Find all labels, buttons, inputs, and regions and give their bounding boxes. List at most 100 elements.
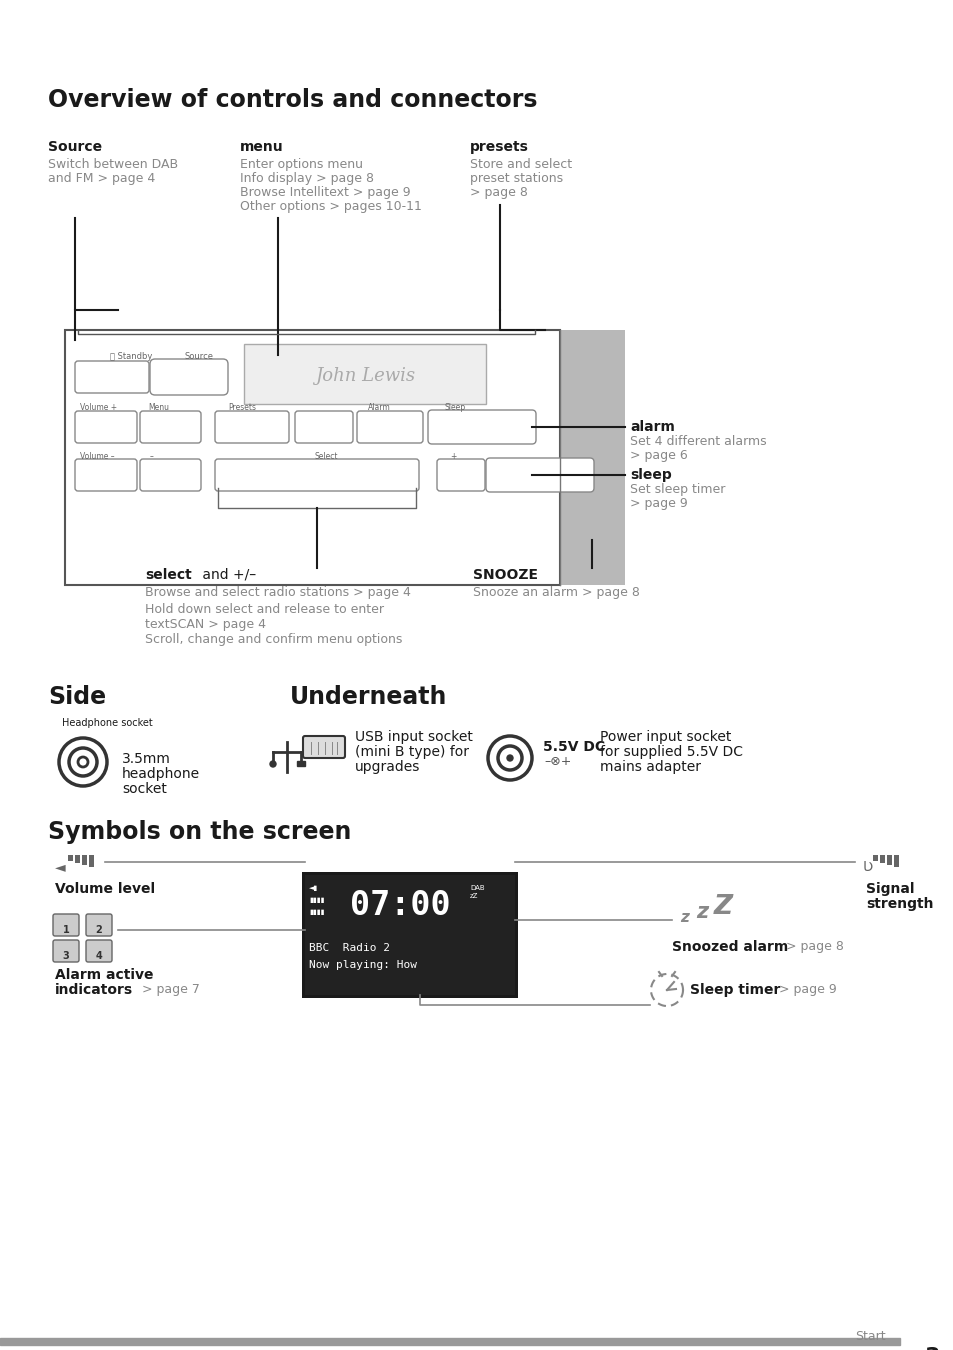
FancyBboxPatch shape — [86, 914, 112, 936]
Text: Overview of controls and connectors: Overview of controls and connectors — [48, 88, 537, 112]
Text: ▮▮▮▮: ▮▮▮▮ — [309, 909, 324, 915]
Text: Now playing: How: Now playing: How — [309, 960, 416, 971]
Text: Menu: Menu — [148, 404, 169, 412]
Text: z: z — [679, 910, 688, 925]
FancyBboxPatch shape — [214, 459, 418, 491]
Text: BBC  Radio 2: BBC Radio 2 — [309, 944, 390, 953]
Bar — [296, 761, 305, 765]
Text: Alarm: Alarm — [368, 404, 391, 412]
Text: Start: Start — [854, 1330, 884, 1343]
FancyBboxPatch shape — [485, 458, 594, 491]
Text: > page 9: > page 9 — [629, 497, 687, 510]
Circle shape — [78, 757, 88, 767]
Text: for supplied 5.5V DC: for supplied 5.5V DC — [599, 745, 742, 759]
Text: –: – — [150, 452, 153, 460]
Text: socket: socket — [122, 782, 167, 796]
Text: presets: presets — [470, 140, 528, 154]
Text: +: + — [450, 452, 456, 460]
Circle shape — [270, 761, 275, 767]
Text: Headphone socket: Headphone socket — [62, 718, 152, 728]
Bar — [893, 855, 898, 867]
Text: > page 8: > page 8 — [781, 940, 843, 953]
FancyBboxPatch shape — [53, 940, 79, 963]
Text: ▮▮▮▮: ▮▮▮▮ — [309, 896, 324, 903]
FancyBboxPatch shape — [303, 736, 345, 757]
Text: zZ: zZ — [470, 892, 478, 899]
Text: Enter options menu: Enter options menu — [240, 158, 363, 171]
Text: 07:00: 07:00 — [350, 890, 450, 922]
FancyBboxPatch shape — [140, 459, 201, 491]
Bar — [559, 329, 624, 585]
Text: sleep: sleep — [629, 468, 671, 482]
Text: alarm: alarm — [629, 420, 674, 433]
Text: select: select — [145, 568, 192, 582]
Text: ◄▮: ◄▮ — [309, 886, 318, 891]
Text: USB input socket: USB input socket — [355, 730, 473, 744]
Text: preset stations: preset stations — [470, 171, 562, 185]
Text: indicators: indicators — [55, 983, 133, 998]
Text: Power input socket: Power input socket — [599, 730, 731, 744]
Text: 3.5mm: 3.5mm — [122, 752, 171, 765]
FancyBboxPatch shape — [244, 344, 485, 404]
FancyBboxPatch shape — [436, 459, 484, 491]
Text: strength: strength — [865, 896, 933, 911]
Text: SNOOZE: SNOOZE — [473, 568, 537, 582]
Bar — [886, 855, 891, 865]
Text: Side: Side — [48, 684, 106, 709]
FancyBboxPatch shape — [75, 459, 137, 491]
Text: Browse and select radio stations > page 4: Browse and select radio stations > page … — [145, 586, 411, 599]
Text: > page 9: > page 9 — [774, 983, 836, 996]
Text: and +/–: and +/– — [198, 568, 255, 582]
FancyBboxPatch shape — [75, 360, 149, 393]
Text: Volume +: Volume + — [80, 404, 117, 412]
Text: Volume –: Volume – — [80, 452, 114, 460]
Bar — [68, 855, 73, 861]
Text: > page 7: > page 7 — [138, 983, 200, 996]
FancyBboxPatch shape — [75, 410, 137, 443]
Text: Store and select: Store and select — [470, 158, 572, 171]
Bar — [65, 329, 559, 585]
Text: Scroll, change and confirm menu options: Scroll, change and confirm menu options — [145, 633, 402, 647]
Text: > page 8: > page 8 — [470, 186, 527, 198]
Text: Set sleep timer: Set sleep timer — [629, 483, 724, 495]
FancyBboxPatch shape — [356, 410, 422, 443]
Text: Sleep timer: Sleep timer — [689, 983, 780, 998]
Bar — [82, 855, 87, 865]
Text: Snooze an alarm > page 8: Snooze an alarm > page 8 — [473, 586, 639, 599]
Text: Browse Intellitext > page 9: Browse Intellitext > page 9 — [240, 186, 410, 198]
Text: textSCAN > page 4: textSCAN > page 4 — [145, 618, 266, 630]
Text: Underneath: Underneath — [290, 684, 447, 709]
Text: mains adapter: mains adapter — [599, 760, 700, 774]
Text: Alarm active: Alarm active — [55, 968, 153, 981]
Text: Snoozed alarm: Snoozed alarm — [671, 940, 787, 954]
Text: upgrades: upgrades — [355, 760, 420, 774]
Text: 3: 3 — [923, 1347, 939, 1350]
Text: headphone: headphone — [122, 767, 200, 782]
FancyBboxPatch shape — [86, 940, 112, 963]
Circle shape — [506, 755, 513, 761]
Text: Hold down select and release to enter: Hold down select and release to enter — [145, 603, 384, 616]
Text: 4: 4 — [95, 950, 102, 961]
Text: 3: 3 — [63, 950, 70, 961]
Text: (mini B type) for: (mini B type) for — [355, 745, 469, 759]
Bar — [75, 855, 80, 863]
Text: –⊗+: –⊗+ — [543, 755, 571, 768]
Bar — [305, 875, 515, 995]
Circle shape — [497, 747, 521, 769]
Circle shape — [59, 738, 107, 786]
FancyBboxPatch shape — [150, 359, 228, 396]
FancyBboxPatch shape — [428, 410, 536, 444]
Text: and FM > page 4: and FM > page 4 — [48, 171, 155, 185]
FancyBboxPatch shape — [53, 914, 79, 936]
Circle shape — [69, 748, 97, 776]
Bar — [0, 1338, 899, 1345]
Text: Source: Source — [48, 140, 102, 154]
Text: Presets: Presets — [228, 404, 255, 412]
Text: John Lewis: John Lewis — [314, 367, 415, 385]
Text: Sleep: Sleep — [444, 404, 466, 412]
Bar — [879, 855, 884, 863]
Circle shape — [488, 736, 532, 780]
Text: ◄: ◄ — [55, 860, 66, 873]
Text: Signal: Signal — [865, 882, 914, 896]
Text: 1: 1 — [63, 925, 70, 936]
